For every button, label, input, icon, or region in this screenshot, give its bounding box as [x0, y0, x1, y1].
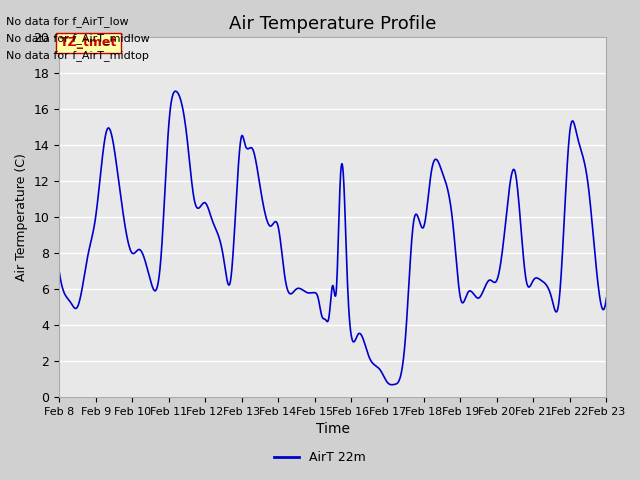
Y-axis label: Air Termperature (C): Air Termperature (C) [15, 153, 28, 281]
Legend: AirT 22m: AirT 22m [269, 446, 371, 469]
Text: No data for f_AirT_midlow: No data for f_AirT_midlow [6, 33, 150, 44]
Text: No data for f_AirT_low: No data for f_AirT_low [6, 16, 129, 27]
Text: TZ_tmet: TZ_tmet [60, 36, 117, 49]
Text: No data for f_AirT_midtop: No data for f_AirT_midtop [6, 49, 149, 60]
Title: Air Temperature Profile: Air Temperature Profile [229, 15, 436, 33]
X-axis label: Time: Time [316, 422, 350, 436]
